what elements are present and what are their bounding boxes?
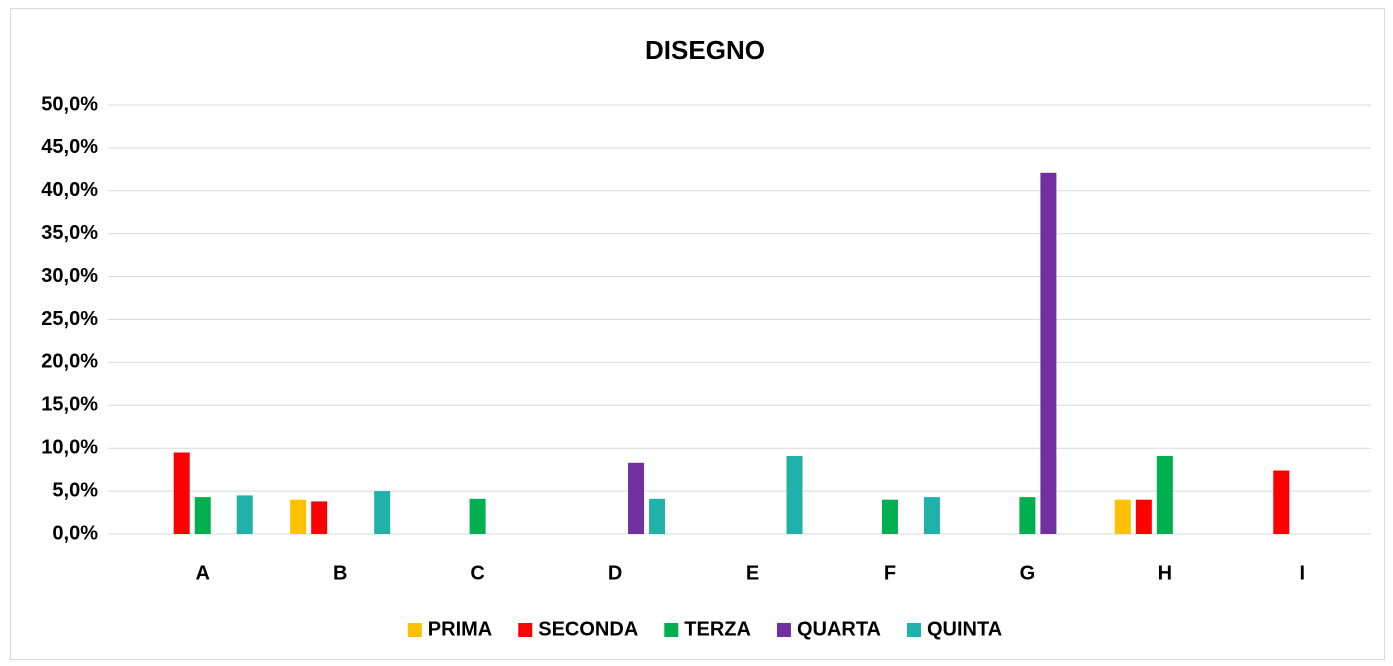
legend-swatch	[907, 623, 922, 637]
x-tick-label: H	[1158, 562, 1172, 584]
bar	[881, 499, 898, 534]
legend-label: QUARTA	[797, 618, 881, 640]
bar	[236, 495, 253, 534]
bar	[786, 455, 803, 534]
chart-border	[10, 8, 1385, 660]
y-tick-label: 50,0%	[41, 93, 98, 115]
bar	[374, 491, 391, 534]
legend-swatch	[518, 623, 533, 637]
y-tick-label: 35,0%	[41, 222, 98, 244]
legend-swatch	[664, 623, 679, 637]
y-tick-label: 5,0%	[52, 479, 98, 501]
x-tick-label: I	[1299, 562, 1305, 584]
x-tick-label: F	[884, 562, 896, 584]
x-tick-label: D	[608, 562, 622, 584]
y-tick-label: 15,0%	[41, 394, 98, 416]
legend-swatch	[776, 623, 791, 637]
bar	[1019, 497, 1036, 534]
x-tick-label: G	[1020, 562, 1036, 584]
x-tick-label: E	[746, 562, 759, 584]
chart-title: DISEGNO	[645, 35, 765, 65]
bar	[1273, 470, 1290, 534]
legend-label: SECONDA	[538, 618, 638, 640]
x-tick-label: B	[333, 562, 347, 584]
bar	[173, 452, 190, 534]
x-tick-label: C	[470, 562, 484, 584]
y-tick-label: 10,0%	[41, 436, 98, 458]
bar	[311, 501, 328, 534]
bar	[1156, 455, 1173, 534]
bar	[469, 498, 486, 534]
y-tick-label: 45,0%	[41, 136, 98, 158]
bar	[649, 498, 666, 534]
legend-label: PRIMA	[428, 618, 492, 640]
y-tick-label: 25,0%	[41, 308, 98, 330]
y-tick-label: 40,0%	[41, 179, 98, 201]
bar	[1135, 499, 1152, 534]
bar	[628, 462, 645, 534]
legend-swatch	[407, 623, 422, 637]
legend-label: TERZA	[684, 618, 751, 640]
bar	[290, 499, 307, 534]
bar	[923, 497, 940, 534]
x-tick-label: A	[195, 562, 209, 584]
bar	[1114, 499, 1131, 534]
bar	[194, 497, 211, 534]
y-tick-label: 30,0%	[41, 265, 98, 287]
bar	[1040, 172, 1057, 535]
legend-label: QUINTA	[927, 618, 1002, 640]
y-tick-label: 0,0%	[52, 522, 98, 544]
y-tick-label: 20,0%	[41, 351, 98, 373]
